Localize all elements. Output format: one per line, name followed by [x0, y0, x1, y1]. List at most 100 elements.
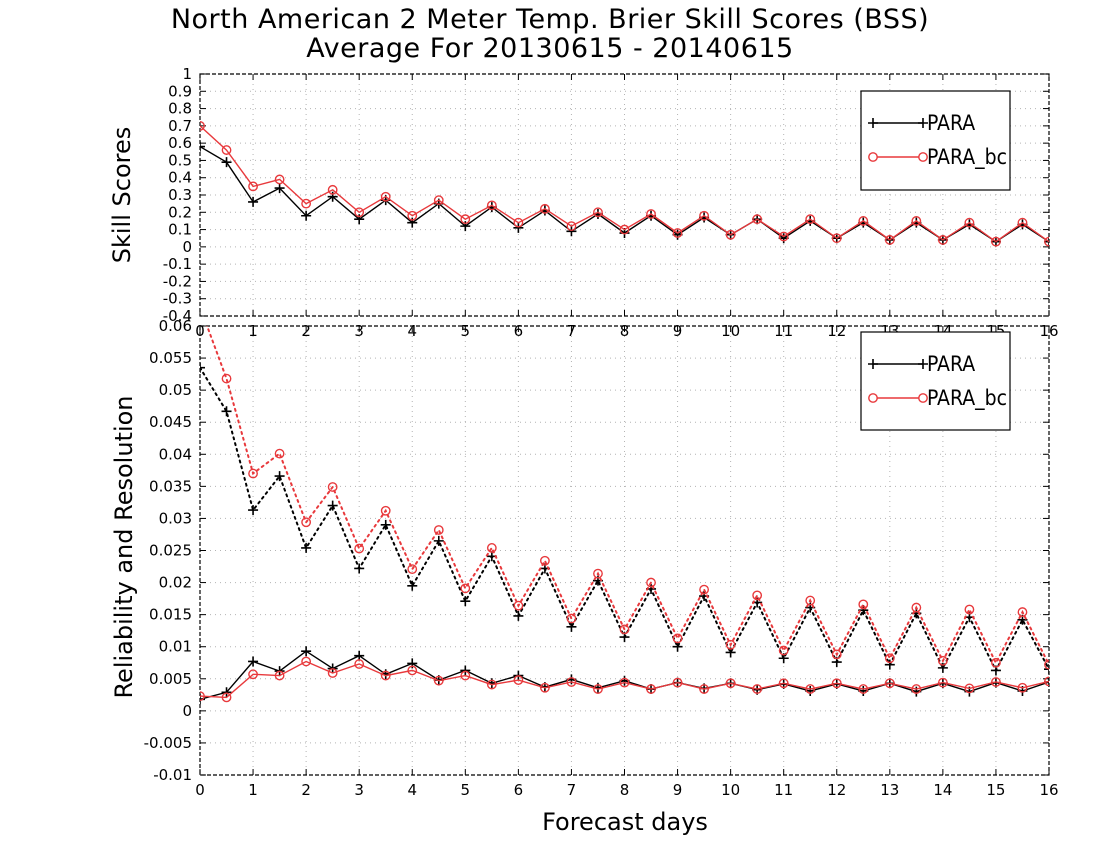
point-marker-para_bc — [831, 233, 842, 244]
legend-marker — [868, 359, 878, 369]
legend-marker — [918, 359, 928, 369]
point-marker-para_bc — [301, 517, 312, 528]
point-marker-para — [221, 157, 232, 168]
x-axis-label: Forecast days — [542, 808, 708, 836]
legend-marker — [918, 118, 928, 128]
point-marker-para_bc — [1044, 659, 1049, 670]
point-marker-para — [460, 665, 471, 676]
legend-marker — [918, 393, 928, 403]
point-marker-para_bc — [248, 181, 258, 192]
point-marker-para — [301, 542, 312, 553]
point-marker-para_bc — [593, 568, 603, 579]
point-marker-para_bc — [911, 684, 922, 694]
point-marker-para_bc — [699, 210, 709, 221]
point-marker-para_bc — [407, 210, 418, 221]
point-marker-para_bc — [937, 677, 948, 688]
point-marker-para — [460, 596, 471, 607]
panel-reliability-resolution: -0.01 -0.005 0 0.005 0.01 0.015 0.02 0.025 0.03 0… — [144, 317, 1059, 799]
point-marker-para_bc — [964, 217, 975, 228]
x-tick-label: 8 — [620, 781, 630, 799]
point-marker-para_bc — [1017, 682, 1028, 693]
y-tick-label: 0.055 — [149, 349, 192, 367]
y-tick-label: 0.025 — [149, 542, 192, 560]
chart-title: North American 2 Meter Temp. Brier Skill… — [170, 4, 930, 35]
y-tick-label: -0.01 — [153, 766, 192, 784]
point-marker-para_bc — [858, 684, 869, 694]
point-marker-para_bc — [433, 195, 444, 206]
point-marker-para_bc — [248, 468, 258, 479]
point-marker-para_bc — [1044, 676, 1049, 687]
point-marker-para_bc — [937, 655, 948, 666]
point-marker-para — [274, 183, 285, 194]
series-line-para_bc — [200, 125, 1049, 243]
point-marker-para_bc — [964, 604, 975, 615]
point-marker-para_bc — [327, 482, 338, 492]
point-marker-para_bc — [778, 645, 789, 656]
point-marker-para_bc — [752, 590, 763, 601]
point-marker-para — [221, 406, 232, 417]
x-tick-label: 3 — [354, 781, 364, 799]
y-tick-label: -0.2 — [163, 272, 192, 290]
point-marker-para — [1044, 664, 1049, 675]
x-tick-label: 11 — [774, 781, 793, 799]
point-marker-para_bc — [486, 543, 497, 553]
x-tick-label: 9 — [673, 781, 683, 799]
y-tick-label: 1 — [182, 65, 192, 83]
y-tick-label: 0.015 — [149, 606, 192, 624]
point-marker-para_bc — [354, 543, 365, 554]
point-marker-para_bc — [593, 207, 603, 218]
y-tick-label: 0.005 — [149, 670, 192, 688]
y-tick-label: -0.3 — [163, 290, 192, 308]
point-marker-para — [274, 471, 285, 482]
x-tick-label: 10 — [721, 781, 740, 799]
point-marker-para_bc — [752, 214, 763, 225]
point-marker-para_bc — [991, 236, 1001, 247]
y-tick-label: 0.045 — [149, 413, 192, 431]
x-tick-label: 1 — [248, 781, 258, 799]
point-marker-para_bc — [646, 209, 656, 219]
legend-marker — [868, 393, 878, 403]
x-tick-label: 16 — [1039, 781, 1058, 799]
point-marker-para_bc — [991, 657, 1001, 668]
point-marker-para_bc — [699, 584, 709, 595]
point-marker-para_bc — [200, 120, 205, 131]
y-tick-label: 0.9 — [168, 82, 192, 100]
x-tick-label: 5 — [461, 781, 471, 799]
point-marker-para_bc — [858, 216, 869, 226]
point-marker-para_bc — [672, 633, 683, 644]
point-marker-para_bc — [354, 207, 365, 218]
series-group — [200, 326, 1049, 705]
point-marker-para_bc — [486, 679, 497, 690]
point-marker-para_bc — [486, 200, 497, 211]
point-marker-para_bc — [619, 224, 630, 235]
point-marker-para_bc — [646, 577, 656, 588]
plot-frame — [199, 73, 1050, 317]
point-marker-para_bc — [513, 217, 524, 228]
point-marker-para_bc — [672, 677, 683, 688]
legend-label: PARA — [927, 111, 975, 135]
point-marker-para_bc — [911, 602, 922, 613]
x-tick-label: 13 — [880, 781, 899, 799]
point-marker-para_bc — [407, 564, 418, 575]
point-marker-para_bc — [200, 691, 205, 702]
y-tick-label: 0 — [182, 702, 192, 720]
point-marker-para_bc — [540, 203, 550, 214]
y-tick-label: 0.4 — [168, 169, 192, 187]
point-marker-para_bc — [460, 214, 471, 225]
y-tick-label: -0.4 — [163, 307, 192, 325]
point-marker-para_bc — [221, 373, 232, 384]
point-marker-para_bc — [380, 191, 391, 202]
point-marker-para — [327, 500, 338, 511]
point-marker-para_bc — [805, 214, 816, 225]
point-marker-para_bc — [566, 613, 577, 624]
point-marker-para_bc — [778, 678, 789, 689]
point-marker-para_bc — [460, 670, 471, 681]
y-tick-label: 0.03 — [159, 509, 192, 527]
series-group — [200, 120, 1049, 247]
y-tick-label: 0 — [182, 238, 192, 256]
y-tick-label: 0.1 — [168, 221, 192, 239]
point-marker-para — [200, 362, 205, 373]
point-marker-para_bc — [513, 675, 524, 685]
plot-frame — [199, 325, 1050, 776]
